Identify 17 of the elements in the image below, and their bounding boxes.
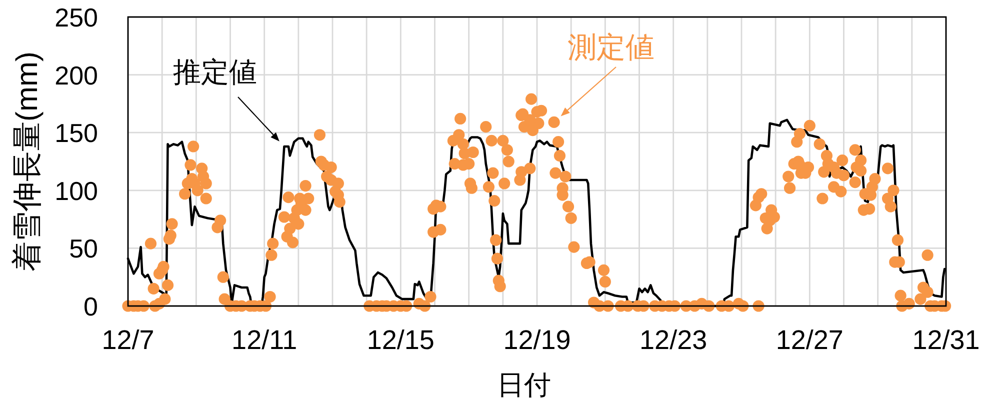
y-tick-label: 250 [54, 2, 98, 32]
x-tick-label: 12/19 [503, 325, 571, 355]
y-tick-label: 50 [69, 234, 98, 264]
series-label: 測定値 [568, 32, 654, 64]
y-axis-title: 着雪伸長量(mm) [11, 52, 44, 272]
y-tick-label: 200 [54, 60, 98, 90]
x-tick-label: 12/23 [640, 325, 708, 355]
series-label: 推定値 [173, 56, 257, 88]
x-tick-label: 12/27 [776, 325, 844, 355]
x-tick-label: 12/11 [232, 325, 298, 355]
x-tick-label: 12/15 [366, 325, 434, 355]
y-tick-label: 100 [54, 176, 98, 206]
x-tick-label: 12/7 [102, 325, 154, 355]
y-tick-label: 150 [54, 118, 98, 148]
x-tick-label: 12/31 [912, 325, 980, 355]
x-axis-title: 日付 [497, 370, 551, 400]
y-tick-label: 0 [84, 292, 98, 322]
